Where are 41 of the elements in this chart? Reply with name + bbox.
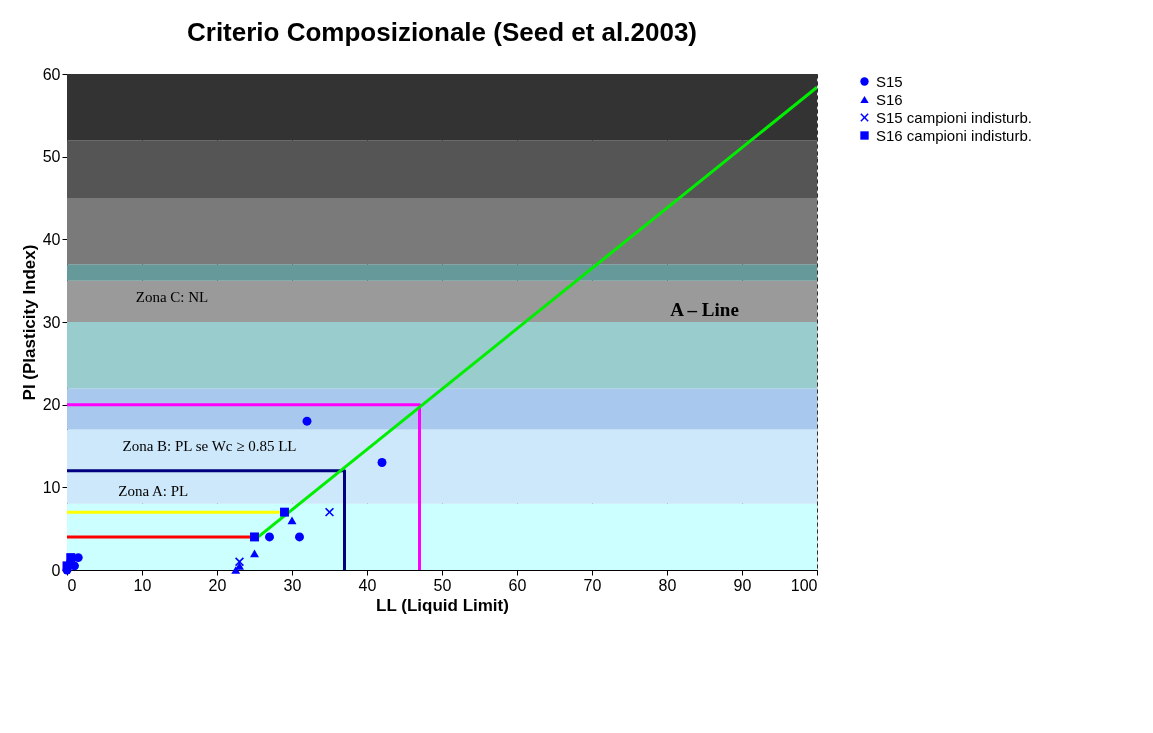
y-tick-label: 50 (42, 148, 61, 166)
point (66, 553, 76, 563)
point (295, 532, 304, 542)
annotation: Zona A: PL (118, 482, 189, 499)
y-axis-title: PI (Plasticity Index) (19, 244, 39, 401)
legend-label: S15 (876, 72, 903, 90)
x-tick-label: 40 (358, 576, 377, 594)
point (250, 532, 259, 542)
point (287, 516, 297, 525)
chart-title: Criterio Composizionale (Seed et al.2003) (186, 17, 698, 47)
point (265, 532, 274, 542)
annotation: A – Line (670, 298, 739, 320)
point (325, 507, 334, 517)
x-tick-label: 60 (508, 576, 527, 594)
legend-label: S16 campioni indisturb. (876, 126, 1032, 144)
x-tick-label: 0 (67, 576, 77, 594)
y-tick-label: 0 (51, 561, 61, 579)
point (377, 458, 387, 467)
y-tick-label: 60 (42, 65, 61, 83)
point (250, 549, 259, 558)
annotation: Zona B: PL se Wc ≥ 0.85 LL (122, 438, 297, 454)
y-tick-label: 10 (42, 478, 61, 496)
x-tick-label: 10 (133, 576, 152, 594)
x-tick-label: 70 (583, 576, 602, 594)
x-tick-label: 20 (208, 576, 227, 594)
x-tick-label: 30 (283, 576, 302, 594)
point (302, 416, 312, 426)
annotation: Zona C: NL (135, 289, 209, 306)
point (280, 507, 289, 517)
x-tick-label: 100 (790, 576, 818, 594)
y-tick-label: 20 (42, 396, 61, 414)
y-tick-label: 40 (42, 230, 61, 248)
x-tick-label: 80 (658, 576, 677, 594)
y-tick-label: 30 (42, 313, 61, 331)
point (231, 566, 241, 574)
point (235, 557, 244, 567)
x-axis-title: LL (Liquid Limit) (376, 595, 509, 615)
x-tick-label: 50 (433, 576, 452, 594)
legend-label: S16 (876, 90, 903, 108)
x-tick-label: 90 (733, 576, 752, 594)
legend-label: S15 campioni indisturb. (876, 108, 1032, 126)
